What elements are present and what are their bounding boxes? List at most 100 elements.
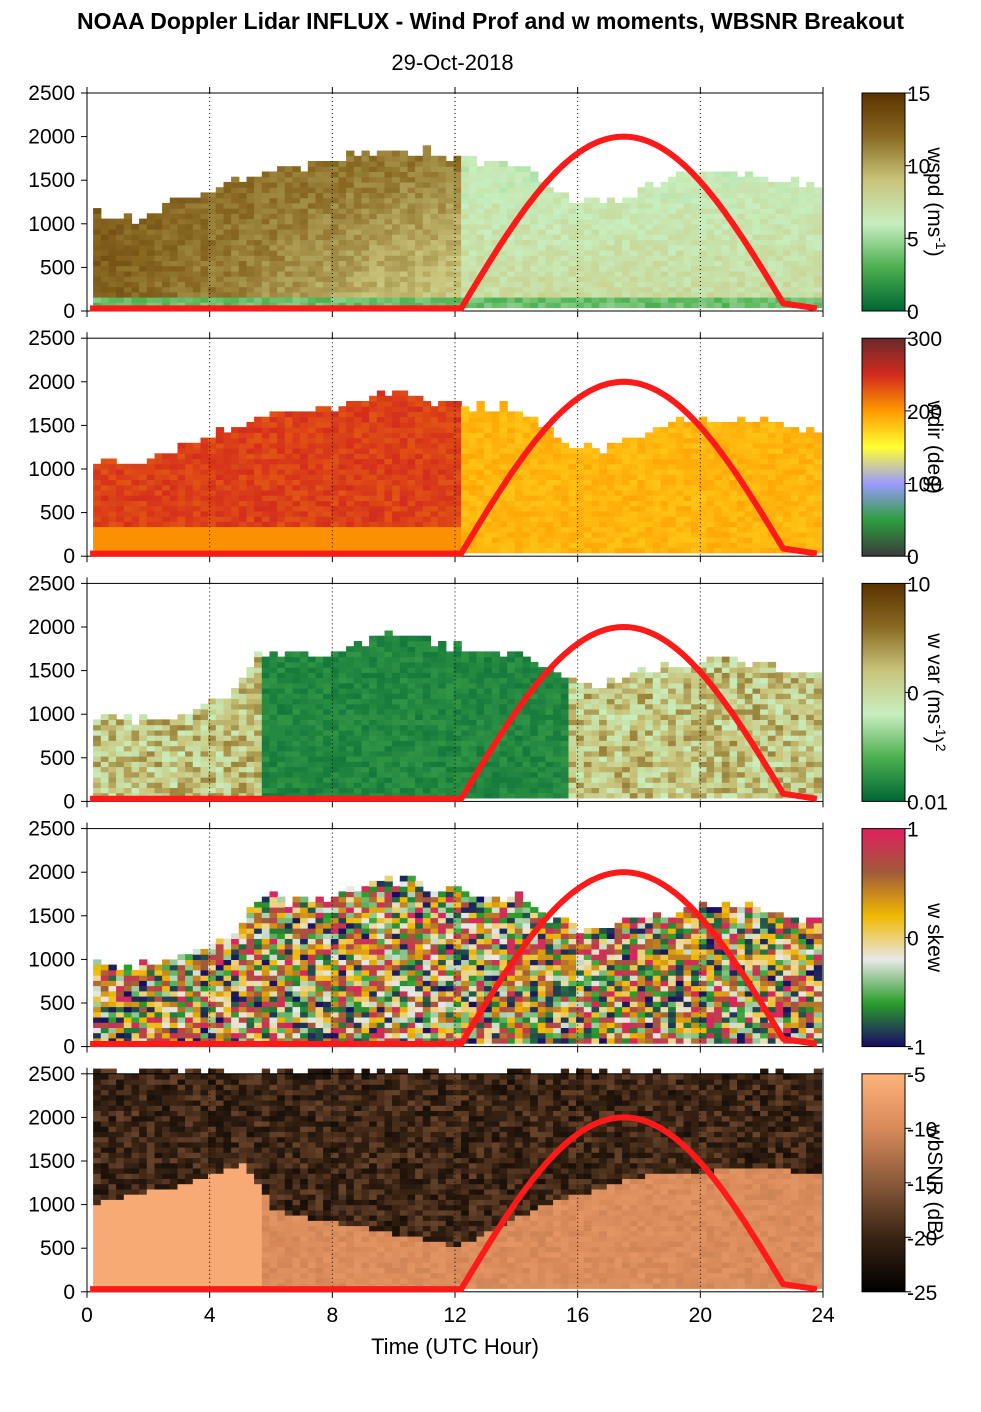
heatmap-cell bbox=[553, 547, 562, 554]
heatmap-cell bbox=[691, 260, 700, 267]
heatmap-cell bbox=[177, 213, 186, 220]
heatmap-cell bbox=[714, 276, 723, 282]
heatmap-cell bbox=[154, 276, 163, 282]
heatmap-cell bbox=[698, 187, 708, 193]
heatmap-cell bbox=[323, 286, 332, 293]
heatmap-cell bbox=[430, 155, 439, 162]
heatmap-cell bbox=[399, 516, 409, 522]
heatmap-cell bbox=[806, 516, 815, 522]
heatmap-cell bbox=[407, 516, 416, 522]
heatmap-cell bbox=[177, 474, 186, 480]
heatmap-cell bbox=[545, 516, 554, 522]
heatmap-cell bbox=[422, 161, 432, 167]
heatmap-cell bbox=[783, 453, 792, 460]
heatmap-field bbox=[93, 145, 823, 309]
heatmap-cell bbox=[537, 542, 547, 548]
heatmap-cell bbox=[767, 505, 777, 512]
heatmap-cell bbox=[261, 291, 271, 298]
heatmap-cell bbox=[254, 202, 263, 209]
heatmap-cell bbox=[376, 302, 386, 309]
heatmap-cell bbox=[422, 401, 432, 407]
heatmap-cell bbox=[683, 469, 692, 475]
heatmap-cell bbox=[300, 453, 309, 460]
heatmap-cell bbox=[123, 531, 133, 538]
heatmap-cell bbox=[323, 270, 332, 277]
heatmap-cell bbox=[530, 297, 539, 303]
heatmap-cell bbox=[338, 489, 347, 496]
heatmap-cell bbox=[146, 484, 156, 491]
heatmap-cell bbox=[760, 432, 769, 439]
heatmap-cell bbox=[422, 286, 432, 293]
heatmap-cell bbox=[729, 448, 738, 454]
heatmap-cell bbox=[553, 442, 562, 449]
heatmap-cell bbox=[721, 547, 731, 554]
heatmap-cell bbox=[192, 500, 202, 507]
heatmap-cell bbox=[376, 281, 386, 288]
heatmap-cell bbox=[123, 505, 133, 512]
heatmap-cell bbox=[629, 495, 639, 501]
heatmap-cell bbox=[775, 260, 784, 267]
heatmap-cell bbox=[545, 500, 554, 507]
heatmap-cell bbox=[415, 448, 424, 454]
heatmap-cell bbox=[215, 500, 225, 507]
heatmap-cell bbox=[721, 474, 731, 480]
heatmap-cell bbox=[514, 276, 524, 282]
heatmap-cell bbox=[637, 542, 646, 548]
heatmap-cell bbox=[300, 234, 309, 241]
heatmap-cell bbox=[430, 281, 439, 288]
heatmap-cell bbox=[553, 484, 562, 491]
heatmap-cell bbox=[93, 281, 102, 288]
heatmap-cell bbox=[131, 255, 140, 261]
heatmap-cell bbox=[315, 469, 324, 475]
heatmap-cell bbox=[131, 735, 140, 741]
heatmap-cell bbox=[100, 771, 110, 778]
heatmap-cell bbox=[146, 297, 156, 303]
heatmap-cell bbox=[246, 432, 255, 439]
heatmap-cell bbox=[583, 516, 593, 522]
heatmap-cell bbox=[514, 297, 524, 303]
heatmap-cell bbox=[353, 489, 363, 496]
heatmap-cell bbox=[269, 453, 278, 460]
heatmap-cell bbox=[346, 458, 355, 465]
heatmap-cell bbox=[737, 547, 746, 554]
heatmap-cell bbox=[507, 255, 516, 261]
heatmap-cell bbox=[269, 542, 278, 548]
heatmap-cell bbox=[675, 291, 685, 298]
heatmap-cell bbox=[476, 239, 485, 246]
heatmap-cell bbox=[660, 542, 669, 548]
heatmap-cell bbox=[162, 735, 171, 741]
heatmap-cell bbox=[154, 745, 163, 752]
heatmap-cell bbox=[484, 469, 493, 475]
heatmap-cell bbox=[461, 255, 470, 261]
heatmap-cell bbox=[484, 463, 493, 470]
heatmap-cell bbox=[277, 495, 286, 501]
heatmap-cell bbox=[760, 223, 769, 230]
heatmap-cell bbox=[545, 469, 554, 475]
heatmap-cell bbox=[300, 181, 309, 188]
heatmap-cell bbox=[522, 302, 531, 309]
heatmap-cell bbox=[698, 479, 708, 486]
heatmap-cell bbox=[177, 766, 186, 773]
heatmap-cell bbox=[422, 484, 432, 491]
heatmap-cell bbox=[269, 276, 278, 282]
heatmap-cell bbox=[376, 234, 386, 241]
heatmap-cell bbox=[507, 250, 516, 256]
heatmap-cell bbox=[399, 416, 409, 423]
heatmap-cell bbox=[346, 260, 355, 267]
heatmap-cell bbox=[484, 479, 493, 486]
heatmap-cell bbox=[323, 250, 332, 256]
heatmap-cell bbox=[461, 463, 470, 470]
heatmap-cell bbox=[177, 291, 186, 298]
heatmap-cell bbox=[422, 270, 432, 277]
heatmap-cell bbox=[123, 474, 133, 480]
heatmap-cell bbox=[767, 427, 777, 433]
heatmap-cell bbox=[162, 281, 171, 288]
heatmap-cell bbox=[668, 537, 677, 543]
heatmap-cell bbox=[468, 181, 478, 188]
heatmap-cell bbox=[277, 469, 286, 475]
heatmap-cell bbox=[660, 526, 669, 533]
heatmap-cell bbox=[154, 724, 163, 731]
heatmap-cell bbox=[361, 176, 370, 183]
heatmap-cell bbox=[93, 500, 102, 507]
heatmap-cell bbox=[491, 547, 501, 554]
